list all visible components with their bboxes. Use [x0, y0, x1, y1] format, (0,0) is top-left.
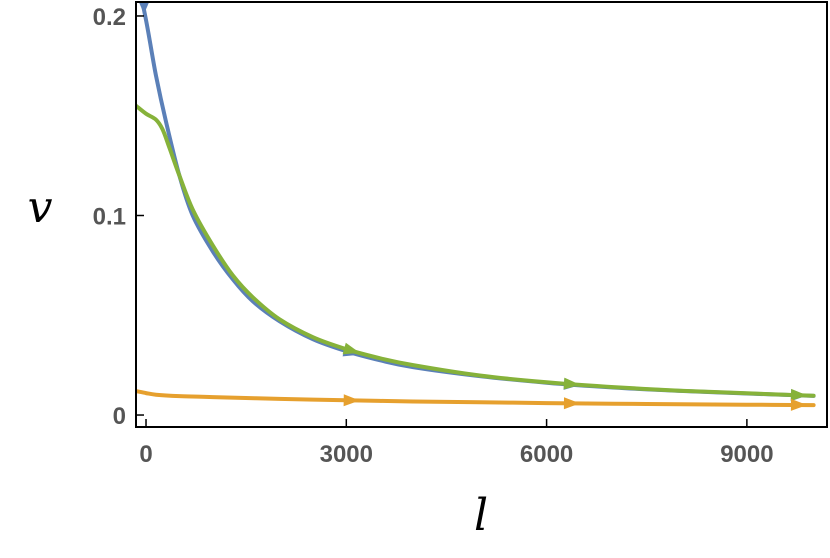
x-tick-label: 9000: [720, 441, 773, 468]
ticks-layer: 0 3000 6000 9000 0 0.1 0.2: [93, 4, 774, 468]
flow-arrow-2-1: [563, 397, 580, 410]
y-axis-title: v: [28, 182, 53, 233]
series-layer: [136, 2, 816, 411]
x-tick-label: 3000: [320, 441, 373, 468]
series-line-1: [136, 103, 816, 398]
flow-arrow-0-top: [138, 2, 150, 14]
x-tick-label: 6000: [520, 441, 573, 468]
series-line-0: [140, 2, 816, 398]
y-tick-label: 0.2: [93, 4, 126, 31]
y-tick-label: 0.1: [93, 203, 126, 230]
series-line-2: [136, 389, 816, 408]
flow-arrow-1-0: [342, 342, 360, 355]
plot-frame: [135, 1, 828, 428]
x-tick-label: 0: [139, 441, 152, 468]
y-tick-label: 0: [113, 403, 126, 430]
flow-arrow-1-1: [563, 377, 580, 390]
flow-arrow-2-0: [343, 394, 360, 407]
flow-arrow-1-2: [790, 388, 807, 401]
x-axis-title: l: [474, 490, 488, 541]
flow-arrow-2-2: [790, 398, 807, 411]
